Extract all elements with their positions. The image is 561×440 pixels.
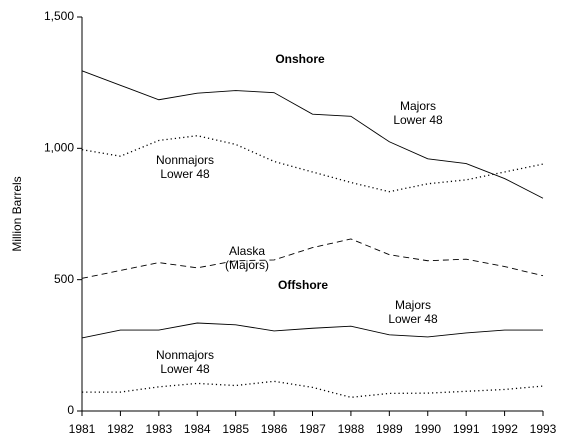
annotation: Offshore	[278, 278, 328, 292]
x-tick-label: 1987	[299, 422, 326, 436]
x-tick-label: 1983	[145, 422, 172, 436]
x-tick-label: 1986	[261, 422, 288, 436]
annotation: Onshore	[275, 52, 325, 66]
x-tick-label: 1985	[222, 422, 249, 436]
series-label: Alaska (Majors)	[225, 244, 269, 272]
x-tick-label: 1981	[69, 422, 96, 436]
x-tick-label: 1991	[453, 422, 480, 436]
x-tick-label: 1993	[530, 422, 557, 436]
x-tick-label: 1984	[184, 422, 211, 436]
series-label: Nonmajors Lower 48	[155, 348, 215, 376]
y-tick-label: 1,000	[44, 141, 74, 155]
series-line	[82, 380, 544, 398]
x-tick-label: 1982	[107, 422, 134, 436]
x-tick-label: 1990	[414, 422, 441, 436]
x-tick-label: 1988	[338, 422, 365, 436]
series-line	[81, 322, 543, 339]
series-label: Majors Lower 48	[388, 298, 438, 326]
x-tick-label: 1989	[376, 422, 403, 436]
y-tick-label: 500	[54, 272, 74, 286]
y-tick-label: 0	[67, 403, 74, 417]
series-line	[81, 135, 544, 193]
series-label: Nonmajors Lower 48	[155, 153, 215, 181]
series-label: Majors Lower 48	[393, 99, 443, 127]
x-tick-label: 1992	[491, 422, 518, 436]
y-tick-label: 1,500	[44, 9, 74, 23]
y-axis-label: Million Barrels	[10, 176, 24, 251]
series-line	[81, 238, 544, 279]
series-line	[81, 70, 544, 199]
